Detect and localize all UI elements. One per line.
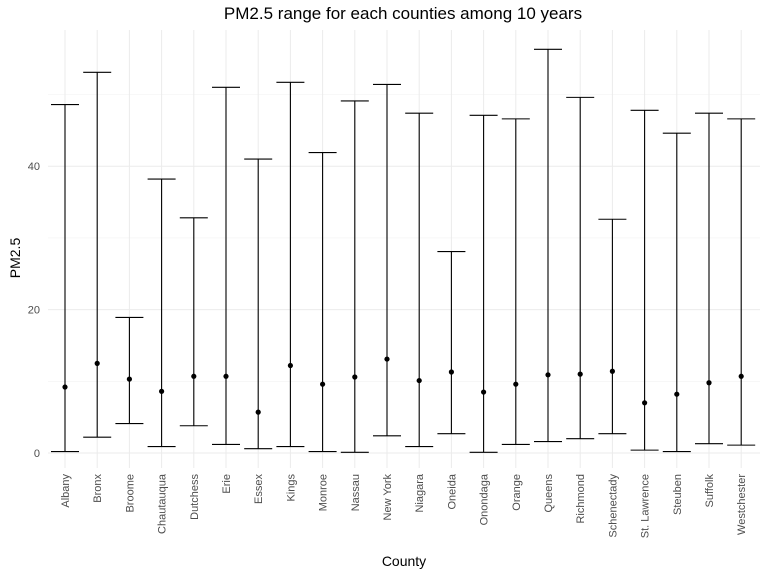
mean-point <box>545 372 551 378</box>
x-tick-label: Orange <box>511 474 523 511</box>
mean-point <box>384 356 390 362</box>
x-tick-label: Nassau <box>350 474 362 511</box>
errorbar-queens <box>534 48 562 443</box>
y-ticks-layer: 0 20 40 <box>28 161 40 460</box>
x-tick-label: Chautauqua <box>157 473 169 534</box>
x-tick-label: Bronx <box>92 474 104 503</box>
x-tick-label: Richmond <box>575 474 587 524</box>
errorbar-chautauqua <box>147 178 176 448</box>
errorbar-essex <box>244 158 273 450</box>
errorbar-richmond <box>566 96 595 440</box>
mean-point <box>448 369 454 375</box>
y-axis-title: PM2.5 <box>7 238 23 279</box>
mean-point <box>738 373 744 379</box>
x-tick-label: Dutchess <box>189 474 201 520</box>
mean-point <box>513 381 519 387</box>
mean-point <box>159 388 165 394</box>
x-tick-label: Monroe <box>318 474 330 511</box>
mean-point <box>94 360 100 366</box>
mean-point <box>287 362 293 369</box>
x-tick-label: Broome <box>124 474 136 513</box>
x-tick-label: New York <box>382 474 394 521</box>
mean-point <box>642 400 648 406</box>
mean-point <box>223 373 229 379</box>
errorbar-erie <box>212 86 240 445</box>
errorbar-schenectady <box>598 218 627 435</box>
mean-point <box>320 381 326 387</box>
x-tick-label: Queens <box>543 474 555 513</box>
errorbar-dutchess <box>179 217 208 427</box>
errorbar-oneida <box>437 250 466 435</box>
y-tick-label: 40 <box>28 161 40 173</box>
errorbar-monroe <box>308 152 337 453</box>
errorbar-nassau <box>340 100 369 453</box>
chart-title: PM2.5 range for each counties among 10 y… <box>223 4 583 23</box>
x-tick-label: Kings <box>285 474 297 502</box>
errorbar-onondaga <box>469 114 498 453</box>
mean-point <box>577 371 583 377</box>
errorbar-albany <box>51 103 79 453</box>
errorbar-orange <box>501 118 530 445</box>
x-tick-label: Suffolk <box>704 474 716 508</box>
errorbar-niagara <box>405 112 434 448</box>
x-tick-label: Albany <box>60 474 72 508</box>
errorbar-suffolk <box>695 112 723 445</box>
mean-point <box>481 389 487 395</box>
y-tick-label: 20 <box>28 305 40 317</box>
mean-point <box>706 380 712 386</box>
mean-point <box>416 377 422 384</box>
x-tick-label: Onondaga <box>479 473 491 525</box>
mean-point <box>674 391 680 397</box>
x-ticks-layer: Albany Bronx Broome Chautauqua Dutchess Erie E… <box>60 473 748 538</box>
mean-point <box>255 409 261 415</box>
mean-point <box>62 384 68 390</box>
mean-point <box>609 368 616 374</box>
x-tick-label: Erie <box>221 474 233 494</box>
y-tick-label: 0 <box>34 448 40 460</box>
errorbar-new-york <box>373 83 401 437</box>
errorbar-steuben <box>662 132 691 453</box>
x-tick-label: Westchester <box>736 474 748 535</box>
mean-point <box>191 373 197 379</box>
x-tick-label: Steuben <box>672 474 684 515</box>
x-tick-label: St. Lawrence <box>640 474 652 538</box>
errorbars-layer <box>51 48 756 453</box>
x-tick-label: Essex <box>253 474 265 504</box>
errorbar-st-lawrence <box>630 109 659 451</box>
errorbar-bronx <box>83 71 112 438</box>
x-tick-label: Niagara <box>414 473 426 512</box>
x-tick-label: Schenectady <box>607 474 619 538</box>
x-tick-label: Oneida <box>446 473 458 509</box>
errorbar-kings <box>276 81 305 448</box>
mean-point <box>352 374 358 380</box>
grid-layer <box>48 30 760 468</box>
errorbar-westchester <box>727 118 756 446</box>
mean-point <box>126 376 132 382</box>
errorbar-broome <box>115 316 144 425</box>
x-axis-title: County <box>382 553 426 569</box>
